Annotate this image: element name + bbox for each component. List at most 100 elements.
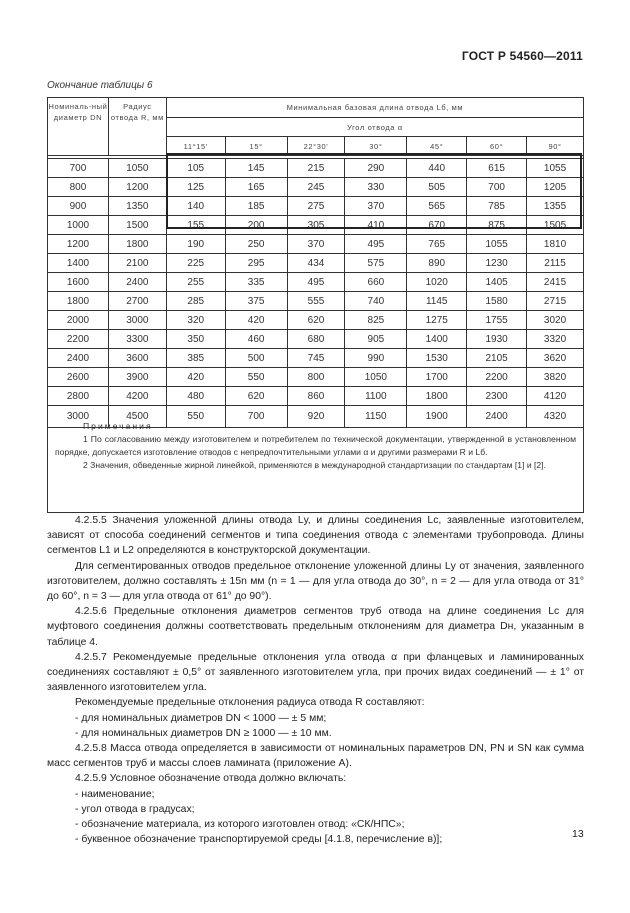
table-cell: 190 (165, 234, 226, 254)
table-cell: 765 (406, 234, 468, 254)
table-cell: 2105 (466, 348, 528, 368)
table-row: 2600 3900 420 550 800 1050 1700 2200 3820 (47, 367, 584, 387)
table-cell: 920 (286, 405, 346, 428)
table-cell: 245 (286, 177, 346, 197)
table-cell: 700 (224, 405, 288, 428)
table-cell: 1755 (466, 310, 528, 330)
note-2: 2 Значения, обведенные жирной линейкой, … (83, 460, 546, 470)
table-cell: 550 (165, 405, 226, 428)
data-table: Номиналь-ный диаметр DN Радиус отвода R,… (47, 97, 585, 428)
table-cell: 420 (224, 310, 288, 330)
table-cell: 250 (224, 234, 288, 254)
paragraph: - буквенное обозначение транспортируемой… (75, 834, 443, 846)
body-text: 4.2.5.5 Значения уложенной длины отвода … (47, 513, 584, 847)
table-cell: 800 (286, 367, 346, 387)
table-cell: 890 (406, 253, 468, 273)
table-cell: 1800 (47, 291, 109, 311)
table-row: 900 1350 140 185 275 370 565 785 1355 (47, 196, 584, 216)
table-caption: Окончание таблицы 6 (47, 80, 153, 91)
table-cell: 905 (344, 329, 408, 349)
table-cell: 3320 (526, 329, 584, 349)
paragraph: 4.2.5.6 Предельные отклонения диаметров … (47, 606, 584, 648)
table-cell: 3300 (107, 329, 167, 349)
paragraph: Для сегментированных отводов предельное … (47, 560, 584, 603)
header-angle-col: 30° (344, 136, 408, 156)
table-cell: 875 (466, 215, 528, 235)
header-min-length: Минимальная базовая длина отвода Lб, мм (165, 97, 585, 118)
table-cell: 125 (165, 177, 226, 197)
table-cell: 495 (286, 272, 346, 292)
note-1: 1 По согласованию между изготовителем и … (55, 434, 576, 457)
table-cell: 335 (224, 272, 288, 292)
table-cell: 3820 (526, 367, 584, 387)
table-cell: 1600 (47, 272, 109, 292)
table-cell: 1200 (107, 177, 167, 197)
table-cell: 3620 (526, 348, 584, 368)
table-row: 1400 2100 225 295 434 575 890 1230 2115 (47, 253, 584, 273)
table-cell: 700 (47, 158, 109, 178)
table-cell: 3000 (47, 405, 109, 428)
table-cell: 350 (165, 329, 226, 349)
table-cell: 290 (344, 158, 408, 178)
table-row: 700 1050 105 145 215 290 440 615 1055 (47, 158, 584, 178)
paragraph: - для номинальных диаметров DN ≥ 1000 — … (75, 727, 332, 739)
table-cell: 670 (406, 215, 468, 235)
table-row: 800 1200 125 165 245 330 505 700 1205 (47, 177, 584, 197)
table-cell: 4120 (526, 386, 584, 406)
table-cell: 305 (286, 215, 346, 235)
table-cell: 145 (224, 158, 288, 178)
table-cell: 185 (224, 196, 288, 216)
table-cell: 1930 (466, 329, 528, 349)
table-cell: 2200 (466, 367, 528, 387)
table-row: 1000 1500 155 200 305 410 670 875 1505 (47, 215, 584, 235)
table-cell: 2400 (47, 348, 109, 368)
header-radius: Радиус отвода R, мм (107, 97, 167, 156)
table-cell: 1145 (406, 291, 468, 311)
table-cell: 1055 (466, 234, 528, 254)
table-cell: 4200 (107, 386, 167, 406)
table-cell: 620 (286, 310, 346, 330)
table-cell: 800 (47, 177, 109, 197)
table-row: 2800 4200 480 620 860 1100 1800 2300 4120 (47, 386, 584, 406)
table-cell: 215 (286, 158, 346, 178)
table-cell: 165 (224, 177, 288, 197)
table-cell: 1810 (526, 234, 584, 254)
paragraph: - угол отвода в градусах; (75, 803, 195, 815)
table-cell: 420 (165, 367, 226, 387)
paragraph: - наименование; (75, 788, 155, 800)
header-dn: Номиналь-ный диаметр DN (47, 97, 109, 156)
table-cell: 1500 (107, 215, 167, 235)
table-cell: 700 (466, 177, 528, 197)
table-cell: 155 (165, 215, 226, 235)
document-header: ГОСТ Р 54560—2011 (461, 49, 583, 63)
table-cell: 565 (406, 196, 468, 216)
table-cell: 1200 (47, 234, 109, 254)
header-angle: Угол отвода α (165, 117, 585, 137)
table-cell: 1275 (406, 310, 468, 330)
table-cell: 785 (466, 196, 528, 216)
table-cell: 1800 (406, 386, 468, 406)
table-cell: 2100 (107, 253, 167, 273)
table-cell: 1900 (406, 405, 468, 428)
notes-title: Примечания (83, 421, 153, 431)
table-cell: 680 (286, 329, 346, 349)
table-row: 1200 1800 190 250 370 495 765 1055 1810 (47, 234, 584, 254)
paragraph: Рекомендуемые предельные отклонения ради… (75, 697, 425, 709)
paragraph: 4.2.5.9 Условное обозначение отвода долж… (75, 773, 347, 785)
table-cell: 990 (344, 348, 408, 368)
table-cell: 480 (165, 386, 226, 406)
table-cell: 2300 (466, 386, 528, 406)
table-row: 1600 2400 255 335 495 660 1020 1405 2415 (47, 272, 584, 292)
table-cell: 2700 (107, 291, 167, 311)
header-angle-col: 45° (406, 136, 468, 156)
table-cell: 555 (286, 291, 346, 311)
table-cell: 550 (224, 367, 288, 387)
table-cell: 1505 (526, 215, 584, 235)
table-notes: Примечания 1 По согласованию между изгот… (47, 416, 584, 513)
table-cell: 495 (344, 234, 408, 254)
table-cell: 825 (344, 310, 408, 330)
page-number: 13 (572, 828, 584, 840)
table-row: 3000 4500 550 700 920 1150 1900 2400 4320 (47, 405, 584, 428)
table-cell: 295 (224, 253, 288, 273)
table-row: 2400 3600 385 500 745 990 1530 2105 3620 (47, 348, 584, 368)
